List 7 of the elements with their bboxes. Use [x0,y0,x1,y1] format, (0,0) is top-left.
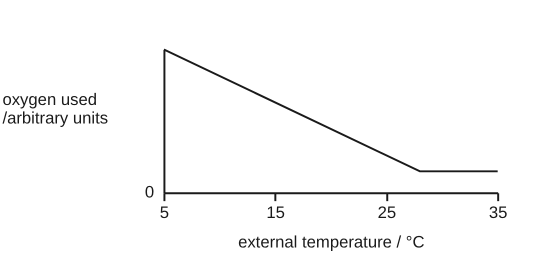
x-tick-label: 5 [160,202,170,222]
x-axis-title: external temperature / °C [238,232,425,252]
x-tick-label: 35 [488,202,508,222]
x-tick-label: 15 [266,202,285,222]
text: 0 [144,182,154,202]
x-tick-label: 25 [378,202,396,222]
y-axis-title: oxygen used /arbitrary units [2,90,108,128]
